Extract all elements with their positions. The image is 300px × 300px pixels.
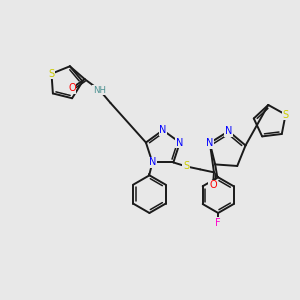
Text: O: O (209, 180, 217, 190)
Text: N: N (225, 126, 232, 136)
Text: N: N (149, 158, 156, 167)
Text: O: O (68, 83, 76, 93)
Text: S: S (48, 69, 55, 79)
Text: N: N (159, 125, 167, 135)
Text: S: S (183, 161, 189, 171)
Text: S: S (283, 110, 289, 120)
Text: N: N (206, 138, 214, 148)
Text: F: F (215, 218, 221, 228)
Text: NH: NH (93, 85, 106, 94)
Text: N: N (176, 137, 184, 148)
